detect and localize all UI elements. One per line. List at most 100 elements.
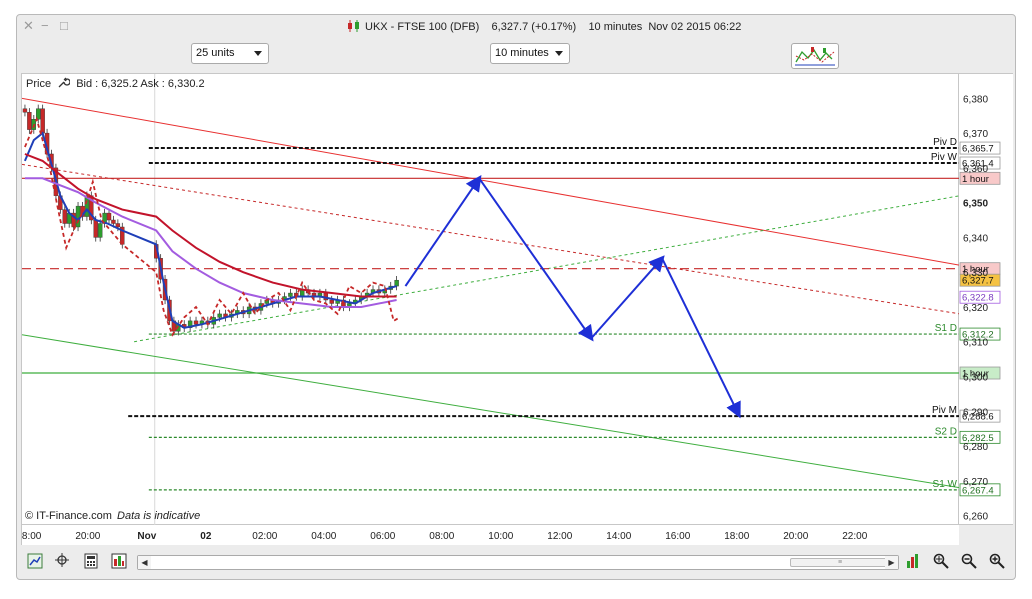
price-tick-label: 6,360 — [963, 164, 988, 175]
candle-body — [106, 212, 112, 221]
chevron-down-icon — [555, 51, 563, 56]
price-label: Price — [26, 78, 52, 90]
price-tick-label: 6,350 — [963, 199, 988, 210]
price-tick-label: 6,280 — [963, 442, 988, 453]
moving-average-line — [24, 153, 397, 298]
indicators-icon[interactable] — [111, 553, 127, 569]
moving-average-line — [24, 177, 397, 308]
moving-average-line — [23, 131, 397, 329]
bid-ask-text: Bid : 6,325.2 Ask : 6,330.2 — [76, 78, 205, 90]
level-value-text: 6,322.8 — [962, 293, 994, 304]
time-scrollbar[interactable]: ◀ ≡ ▶ — [137, 555, 899, 570]
zoom-fit-icon[interactable] — [933, 553, 949, 569]
chart-plot-area[interactable]: Piv D Piv W S1 D Piv M S2 D S1 W Price Bid : … — [21, 73, 960, 526]
units-select-value: 25 units — [196, 47, 235, 59]
moving-average-line — [24, 116, 401, 337]
candle-body — [217, 313, 222, 318]
candle-body — [97, 223, 103, 238]
level-value-tag — [959, 141, 1001, 155]
title-text: UKX - FTSE 100 (DFB) 6,327.7 (+0.17%) 10… — [365, 21, 742, 33]
level-label: S2 D — [935, 426, 957, 437]
candle-body — [111, 219, 116, 224]
level-label: Piv M — [932, 405, 957, 416]
time-tick-label: 20:00 — [783, 531, 808, 542]
level-label: Piv D — [933, 137, 957, 148]
candle-body — [187, 320, 193, 329]
copyright-text: © IT-Finance.com — [25, 510, 112, 522]
candle-body — [193, 320, 199, 325]
scroll-left-button[interactable]: ◀ — [138, 556, 151, 569]
wrench-icon[interactable] — [57, 76, 71, 89]
level-value-tag — [959, 483, 1001, 497]
level-value-text: 1 hour — [962, 369, 989, 380]
level-value-text: 6,327.7 — [962, 276, 994, 287]
candle-body — [329, 299, 334, 304]
zoom-in-icon[interactable] — [989, 553, 1005, 569]
level-value-text: 1 hour — [962, 174, 989, 185]
candle-body — [394, 279, 399, 287]
candle-body — [115, 223, 121, 228]
level-value-tag — [959, 290, 1001, 304]
window-title: UKX - FTSE 100 (DFB) 6,327.7 (+0.17%) 10… — [347, 20, 741, 33]
trend-line — [22, 334, 960, 489]
candlestick-chart-icon — [348, 20, 359, 32]
price-tick-label: 6,270 — [963, 477, 988, 488]
level-value-tag — [959, 273, 1001, 287]
price-axis[interactable]: 6,365.7 6,361.4 1 hour 1 hour 6,327.7 6,322.8… — [959, 73, 1013, 525]
bottom-toolbar: ◀ ≡ ▶ — [17, 547, 1015, 577]
level-value-text: 1 hour — [962, 264, 989, 275]
time-tick-label: 20:00 — [75, 531, 100, 542]
candle-body — [288, 292, 293, 297]
price-tick-label: 6,260 — [963, 512, 988, 523]
units-select[interactable]: 25 units — [191, 43, 269, 64]
level-value-text: 6,288.6 — [962, 412, 994, 423]
time-tick-label: Nov — [137, 531, 156, 542]
chart-drawing-tools-button[interactable] — [791, 43, 839, 69]
level-value-text: 6,361.4 — [962, 159, 994, 170]
scroll-thumb[interactable]: ≡ — [790, 558, 890, 567]
candle-body — [27, 112, 32, 130]
level-value-text: 6,282.5 — [962, 433, 994, 444]
level-value-tag — [959, 156, 1001, 170]
level-value-tag — [959, 409, 1001, 423]
time-tick-label: 04:00 — [311, 531, 336, 542]
title-bar: ✕ − □ UKX - FTSE 100 (DFB) 6,327.7 (+0.1… — [17, 15, 1015, 39]
chart-drawing-tools-icon — [795, 47, 835, 66]
minimize-icon[interactable]: − — [41, 18, 49, 33]
forecast-arrow — [590, 255, 665, 339]
zoom-out-icon[interactable] — [961, 553, 977, 569]
trend-line — [22, 163, 960, 315]
trend-line — [134, 195, 960, 343]
price-tick-label: 6,330 — [963, 268, 988, 279]
time-tick-label: 06:00 — [370, 531, 395, 542]
time-tick-label: 02 — [200, 531, 212, 542]
interval-select[interactable]: 10 minutes — [490, 43, 570, 64]
disclaimer-text: Data is indicative — [117, 510, 201, 522]
candle-body — [40, 108, 45, 134]
time-tick-label: 12:00 — [547, 531, 572, 542]
level-label: S1 W — [933, 479, 958, 490]
level-label: Piv W — [931, 152, 958, 163]
footer-note: © IT-Finance.com Data is indicative — [25, 510, 200, 522]
time-axis-labels: 18:00 20:00 Nov 02 02:00 04:00 06:00 08:00 10:00… — [22, 531, 868, 542]
info-bar: Price Bid : 6,325.2 Ask : 6,330.2 — [26, 76, 205, 90]
calculator-icon[interactable] — [83, 553, 99, 569]
price-chart: Piv D Piv W S1 D Piv M S2 D S1 W — [22, 74, 960, 526]
price-tick-label: 6,300 — [963, 372, 988, 383]
close-icon[interactable]: ✕ — [23, 18, 34, 33]
maximize-icon[interactable]: □ — [60, 18, 68, 33]
level-value-tag — [959, 327, 1001, 341]
chevron-down-icon — [254, 51, 262, 56]
crosshair-icon[interactable] — [55, 553, 71, 569]
price-tick-label: 6,380 — [963, 94, 988, 105]
level-label: S1 D — [935, 323, 957, 334]
time-tick-label: 16:00 — [665, 531, 690, 542]
candle-body — [71, 212, 76, 228]
chart-type-icon[interactable] — [27, 553, 43, 569]
time-axis[interactable]: 18:00 20:00 Nov 02 02:00 04:00 06:00 08:00 10:00… — [21, 525, 959, 545]
candle-body — [84, 195, 90, 217]
scroll-right-button[interactable]: ▶ — [885, 556, 898, 569]
bars-icon[interactable] — [905, 553, 921, 569]
price-tick-label: 6,370 — [963, 129, 988, 140]
